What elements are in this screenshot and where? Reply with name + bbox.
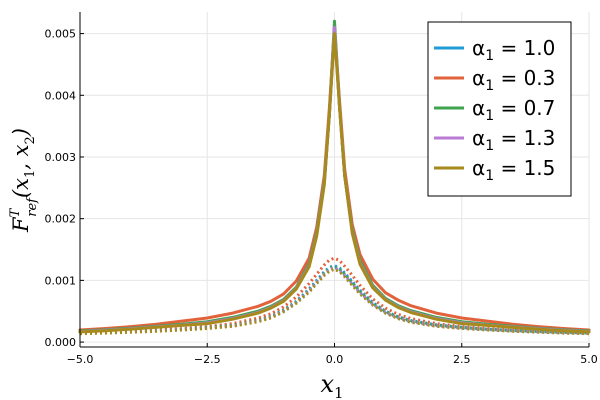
y-axis-title: FT ref(x1, x2): [8, 128, 40, 233]
y-tick-label: 0.005: [45, 28, 77, 41]
y-tick-label: 0.003: [45, 151, 77, 164]
legend-label: α1 = 1.5: [472, 156, 555, 184]
legend-label: α1 = 1.0: [472, 36, 555, 64]
series-layer: [78, 19, 591, 336]
ticks: −5.0 −2.5 0.0 2.5 5.0 0.000 0.001 0.002 0.003 0.0…: [45, 28, 598, 366]
x-tick-label: −5.0: [67, 353, 94, 366]
series-line-dotted: [79, 266, 590, 335]
y-tick-label: 0.000: [45, 336, 77, 349]
y-tick-label: 0.001: [45, 274, 77, 287]
legend-label: α1 = 0.3: [472, 66, 555, 94]
legend-label: α1 = 0.7: [472, 96, 555, 124]
y-tick-label: 0.002: [45, 213, 77, 226]
series-line: [78, 32, 591, 334]
x-tick-label: 2.5: [453, 353, 471, 366]
x-tick-label: 5.0: [580, 353, 598, 366]
x-tick-label: 0.0: [326, 353, 344, 366]
legend-label: α1 = 1.3: [472, 126, 555, 154]
legend: α1 = 1.0α1 = 0.3α1 = 0.7α1 = 1.3α1 = 1.5: [427, 21, 572, 197]
x-axis-title: x1: [320, 370, 343, 400]
y-tick-label: 0.004: [45, 89, 77, 102]
x-tick-label: −2.5: [194, 353, 221, 366]
